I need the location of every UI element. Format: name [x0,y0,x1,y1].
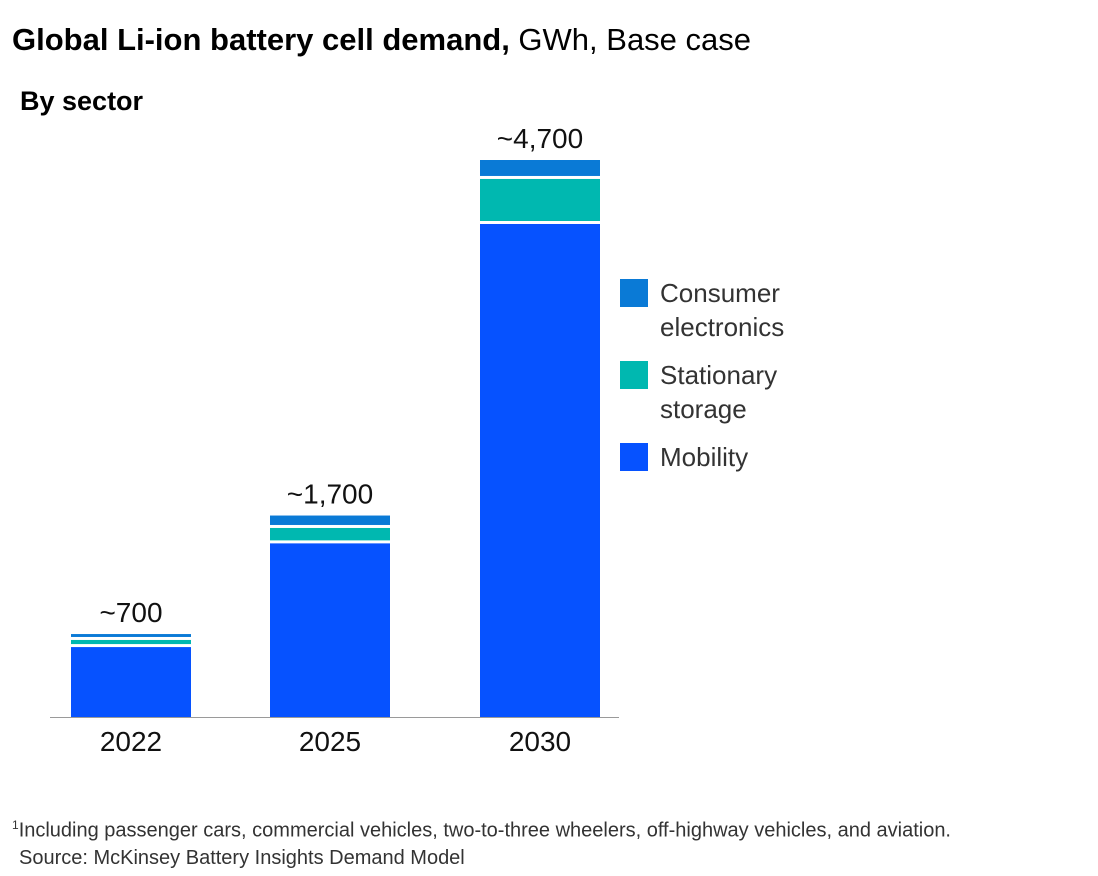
bar-segment-mobility-2022 [71,647,191,717]
legend-swatch-stationary-storage [620,361,648,389]
chart-title-units: GWh, Base case [509,22,752,57]
bar-segment-stationary-storage-2022 [71,639,191,645]
legend-item-consumer-electronics: Consumer electronics [620,276,850,344]
bar-segment-consumer-electronics-2025 [270,515,390,525]
legend-label-consumer-electronics: Consumer electronics [660,278,785,342]
x-tick-label-2025: 2025 [299,726,361,757]
chart-title-bold: Global Li-ion battery cell demand, [12,22,510,57]
total-label-2025: ~1,700 [287,479,373,510]
bar-segment-stationary-storage-2025 [270,527,390,541]
bar-segment-stationary-storage-2030 [480,178,600,221]
legend-label-stationary-storage: Stationary storage [660,360,778,424]
source-note: Source: McKinsey Battery Insights Demand… [19,846,465,869]
bar-segment-mobility-2025 [270,543,390,717]
legend-item-stationary-storage: Stationary storage [620,358,850,426]
bar-segment-consumer-electronics-2022 [71,634,191,637]
legend-label-mobility: Mobility [660,442,749,472]
legend: Consumer electronics Stationary storage … [620,276,850,488]
footnote-text: 1Including passenger cars, commercial ve… [12,818,951,842]
bar-segment-consumer-electronics-2030 [480,160,600,176]
bar-segment-mobility-2030 [480,223,600,718]
chart-title: Global Li-ion battery cell demand, GWh, … [12,22,751,58]
footnote: 1Including passenger cars, commercial ve… [12,812,951,872]
x-tick-label-2030: 2030 [509,726,571,757]
legend-item-mobility: Mobility [620,440,850,474]
legend-swatch-consumer-electronics [620,279,648,307]
x-tick-label-2022: 2022 [100,726,162,757]
footnote-marker: 1 [12,818,19,832]
chart-subtitle: By sector [20,86,144,116]
legend-swatch-mobility [620,443,648,471]
total-label-2022: ~700 [99,597,162,628]
total-label-2030: ~4,700 [497,123,583,154]
